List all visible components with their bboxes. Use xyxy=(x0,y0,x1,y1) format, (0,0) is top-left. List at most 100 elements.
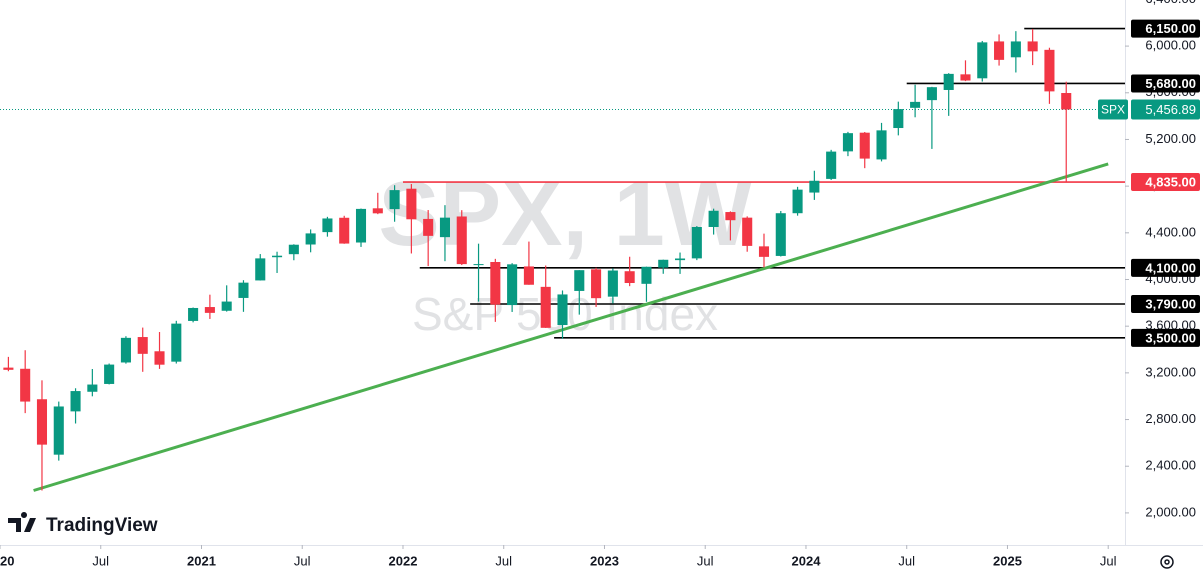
candle-body xyxy=(708,210,719,227)
x-tick-label: 2021 xyxy=(187,553,216,568)
candle-body xyxy=(53,406,64,455)
watermark: SPX, 1W S&P 500 Index xyxy=(378,163,751,340)
candle-body xyxy=(70,391,81,412)
candle-body xyxy=(574,270,585,291)
level-label-box xyxy=(1131,258,1200,277)
settings-icon[interactable] xyxy=(1160,555,1174,569)
candle-body xyxy=(439,217,450,238)
candle-body xyxy=(490,261,501,305)
x-tick-label: 2024 xyxy=(792,553,822,568)
candle-body xyxy=(423,218,434,236)
level-label-box xyxy=(1131,173,1200,192)
candle-body xyxy=(960,74,971,81)
candle-body xyxy=(87,384,98,392)
x-tick-label: 2023 xyxy=(590,553,619,568)
logo: TradingView xyxy=(8,512,158,536)
y-tick-label: 2,800.00 xyxy=(1145,411,1196,426)
candle-body xyxy=(1061,93,1072,110)
x-tick-label: 2025 xyxy=(993,553,1022,568)
candle-body xyxy=(641,266,652,284)
candle-body xyxy=(523,266,534,285)
candle-body xyxy=(171,323,182,362)
candle-body xyxy=(389,190,400,210)
level-label: 6,150.00 xyxy=(1145,21,1196,36)
candle-body xyxy=(154,351,165,365)
logo-text: TradingView xyxy=(46,515,158,536)
level-label-box xyxy=(1131,74,1200,93)
x-tick-label: Jul xyxy=(92,553,109,568)
x-tick-label: Jul xyxy=(495,553,512,568)
candle-body xyxy=(137,337,148,354)
candle-body xyxy=(624,271,635,284)
candle-body xyxy=(1027,41,1038,52)
candle-body xyxy=(406,188,417,220)
y-tick-label: 2,400.00 xyxy=(1145,458,1196,473)
plot-area xyxy=(0,27,1125,492)
level-label-box xyxy=(1131,328,1200,347)
candle-body xyxy=(355,208,367,243)
logo-icon xyxy=(8,512,36,532)
candle-body xyxy=(607,270,618,297)
candle-body xyxy=(255,258,266,281)
candle-body xyxy=(842,133,853,152)
candle-body xyxy=(288,244,299,255)
last-price-label: 5,456.89 xyxy=(1145,102,1196,117)
candle-body xyxy=(540,286,551,328)
level-label: 4,835.00 xyxy=(1145,174,1196,189)
candle-body xyxy=(322,218,333,233)
level-label-box xyxy=(1131,295,1200,314)
candle-body xyxy=(339,217,350,244)
candle-body xyxy=(36,399,48,445)
candle-body xyxy=(3,367,14,370)
level-label: 3,790.00 xyxy=(1145,296,1196,311)
x-tick-label: Jul xyxy=(1100,553,1117,568)
y-tick-label: 5,200.00 xyxy=(1145,131,1196,146)
candle-body xyxy=(204,307,215,313)
x-tick-label: 2022 xyxy=(389,553,418,568)
trendline xyxy=(33,162,1109,492)
candle-body xyxy=(876,130,887,160)
candle-body xyxy=(1010,41,1021,58)
y-tick-label: 6,400.00 xyxy=(1145,0,1196,6)
level-label: 3,500.00 xyxy=(1145,330,1196,345)
candle-body xyxy=(1044,49,1055,92)
candle-body xyxy=(557,294,568,326)
settings-button[interactable] xyxy=(1160,555,1174,569)
candle-body xyxy=(238,282,249,298)
level-label: 4,100.00 xyxy=(1145,260,1196,275)
candle-body xyxy=(372,208,383,214)
symbol-label-box xyxy=(1098,99,1128,120)
y-tick-label: 6,000.00 xyxy=(1145,38,1196,53)
candle-body xyxy=(725,212,736,221)
level-label: 5,680.00 xyxy=(1145,76,1196,91)
candle-body xyxy=(775,213,786,256)
candle-body xyxy=(691,226,702,259)
candle-body xyxy=(977,42,988,79)
candle-body xyxy=(221,301,232,311)
candle-body xyxy=(742,217,753,246)
candle-body xyxy=(456,216,467,265)
y-tick-label: 3,200.00 xyxy=(1145,364,1196,379)
candle-body xyxy=(591,269,602,299)
y-tick-label: 4,400.00 xyxy=(1145,224,1196,239)
y-tick-label: 2,000.00 xyxy=(1145,504,1196,519)
symbol-label: SPX xyxy=(1101,103,1125,117)
candle-body xyxy=(809,180,820,193)
candle-body xyxy=(507,264,518,306)
x-tick-label: 2020 xyxy=(0,553,14,568)
candle-body xyxy=(120,337,131,363)
candle-body xyxy=(305,233,316,245)
candle-body xyxy=(994,41,1005,60)
candle-body xyxy=(675,258,686,261)
candle-body xyxy=(104,364,115,384)
candle-body xyxy=(188,307,199,321)
candle-body xyxy=(792,189,803,214)
candle-body xyxy=(893,109,904,129)
candle-body xyxy=(473,264,484,266)
candle-body xyxy=(943,73,954,90)
level-label-box xyxy=(1131,19,1200,38)
candle-body xyxy=(758,246,770,257)
settings-icon-center[interactable] xyxy=(1164,559,1170,565)
candle-body xyxy=(859,132,870,159)
